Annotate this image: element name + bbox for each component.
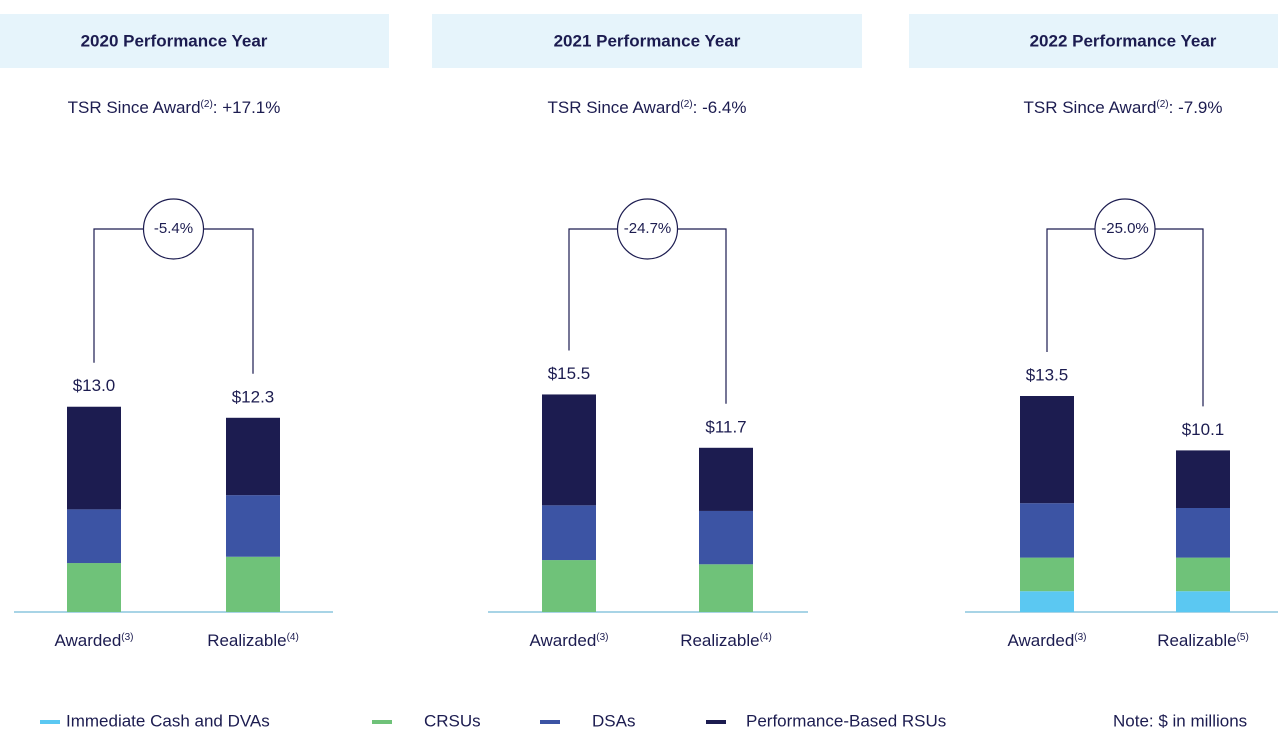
bracket bbox=[677, 228, 727, 404]
category-label: Awarded(3) bbox=[1007, 631, 1086, 650]
category-name: Realizable bbox=[1157, 631, 1236, 650]
legend-label: CRSUs bbox=[424, 711, 481, 730]
bracket bbox=[93, 228, 144, 363]
category-footnote: (4) bbox=[760, 632, 772, 643]
bar-segment bbox=[1176, 508, 1230, 558]
category-name: Awarded bbox=[54, 631, 121, 650]
panel-header bbox=[432, 14, 862, 68]
category-label: Awarded(3) bbox=[54, 631, 133, 650]
bracket bbox=[203, 228, 254, 374]
legend-label: Performance-Based RSUs bbox=[746, 711, 946, 730]
category-label: Realizable(4) bbox=[680, 631, 772, 650]
bar-segment bbox=[1020, 503, 1074, 558]
bar-segment bbox=[226, 495, 280, 557]
category-footnote: (3) bbox=[121, 632, 133, 643]
tsr-label: TSR Since Award bbox=[547, 98, 680, 117]
tsr-value: : -7.9% bbox=[1169, 98, 1223, 117]
total-label: $10.1 bbox=[1182, 420, 1225, 439]
panel-title: 2022 Performance Year bbox=[1030, 31, 1217, 50]
bar-segment bbox=[226, 556, 280, 612]
total-label: $13.5 bbox=[1026, 365, 1069, 384]
bar-segment bbox=[67, 509, 121, 564]
bar-segment bbox=[1176, 591, 1230, 612]
bracket bbox=[1046, 228, 1095, 352]
total-label: $11.7 bbox=[705, 417, 746, 436]
bar-segment bbox=[226, 417, 280, 496]
tsr-label: TSR Since Award bbox=[1023, 98, 1156, 117]
category-name: Realizable bbox=[207, 631, 286, 650]
note: Note: $ in millions bbox=[1113, 711, 1247, 730]
panel-header bbox=[0, 14, 389, 68]
tsr: TSR Since Award(2): -6.4% bbox=[547, 98, 746, 117]
category-label: Realizable(5) bbox=[1157, 631, 1249, 650]
category-name: Realizable bbox=[680, 631, 759, 650]
tsr: TSR Since Award(2): -7.9% bbox=[1023, 98, 1222, 117]
bar-segment bbox=[1020, 591, 1074, 612]
total-label: $15.5 bbox=[548, 364, 591, 383]
tsr-footnote: (2) bbox=[201, 99, 213, 110]
tsr: TSR Since Award(2): +17.1% bbox=[68, 98, 281, 117]
bar-segment bbox=[1176, 557, 1230, 592]
category-label: Awarded(3) bbox=[529, 631, 608, 650]
category-name: Awarded bbox=[529, 631, 596, 650]
total-label: $13.0 bbox=[73, 376, 116, 395]
change-circle bbox=[142, 198, 205, 260]
category-footnote: (5) bbox=[1237, 632, 1249, 643]
bar-segment bbox=[542, 560, 596, 612]
panel-title: 2021 Performance Year bbox=[554, 31, 741, 50]
total-label: $12.3 bbox=[232, 387, 275, 406]
tsr-footnote: (2) bbox=[1156, 99, 1168, 110]
bar-segment bbox=[1176, 450, 1230, 508]
change-circle bbox=[616, 198, 679, 260]
category-footnote: (3) bbox=[596, 632, 608, 643]
bar-segment bbox=[1020, 557, 1074, 592]
bar-segment bbox=[67, 563, 121, 612]
category-name: Awarded bbox=[1007, 631, 1074, 650]
change-label: -5.4% bbox=[154, 220, 193, 237]
panel-title: 2020 Performance Year bbox=[81, 31, 268, 50]
bracket bbox=[1155, 228, 1204, 407]
change-circle bbox=[1094, 198, 1156, 260]
bar-segment bbox=[1020, 396, 1074, 504]
category-footnote: (4) bbox=[287, 632, 299, 643]
bar-segment bbox=[67, 406, 121, 510]
bar-segment bbox=[699, 564, 753, 612]
bar-segment bbox=[699, 510, 753, 565]
legend-label: Immediate Cash and DVAs bbox=[66, 711, 270, 730]
tsr-value: : -6.4% bbox=[693, 98, 747, 117]
bracket bbox=[568, 228, 618, 351]
tsr-value: : +17.1% bbox=[213, 98, 281, 117]
legend-label: DSAs bbox=[592, 711, 635, 730]
tsr-footnote: (2) bbox=[680, 99, 692, 110]
tsr-label: TSR Since Award bbox=[68, 98, 201, 117]
bar-segment bbox=[542, 394, 596, 506]
category-footnote: (3) bbox=[1074, 632, 1086, 643]
bar-segment bbox=[699, 447, 753, 511]
panel-header bbox=[909, 14, 1278, 68]
change-label: -25.0% bbox=[1101, 220, 1149, 237]
bar-segment bbox=[542, 505, 596, 561]
change-label: -24.7% bbox=[624, 220, 672, 237]
category-label: Realizable(4) bbox=[207, 631, 299, 650]
